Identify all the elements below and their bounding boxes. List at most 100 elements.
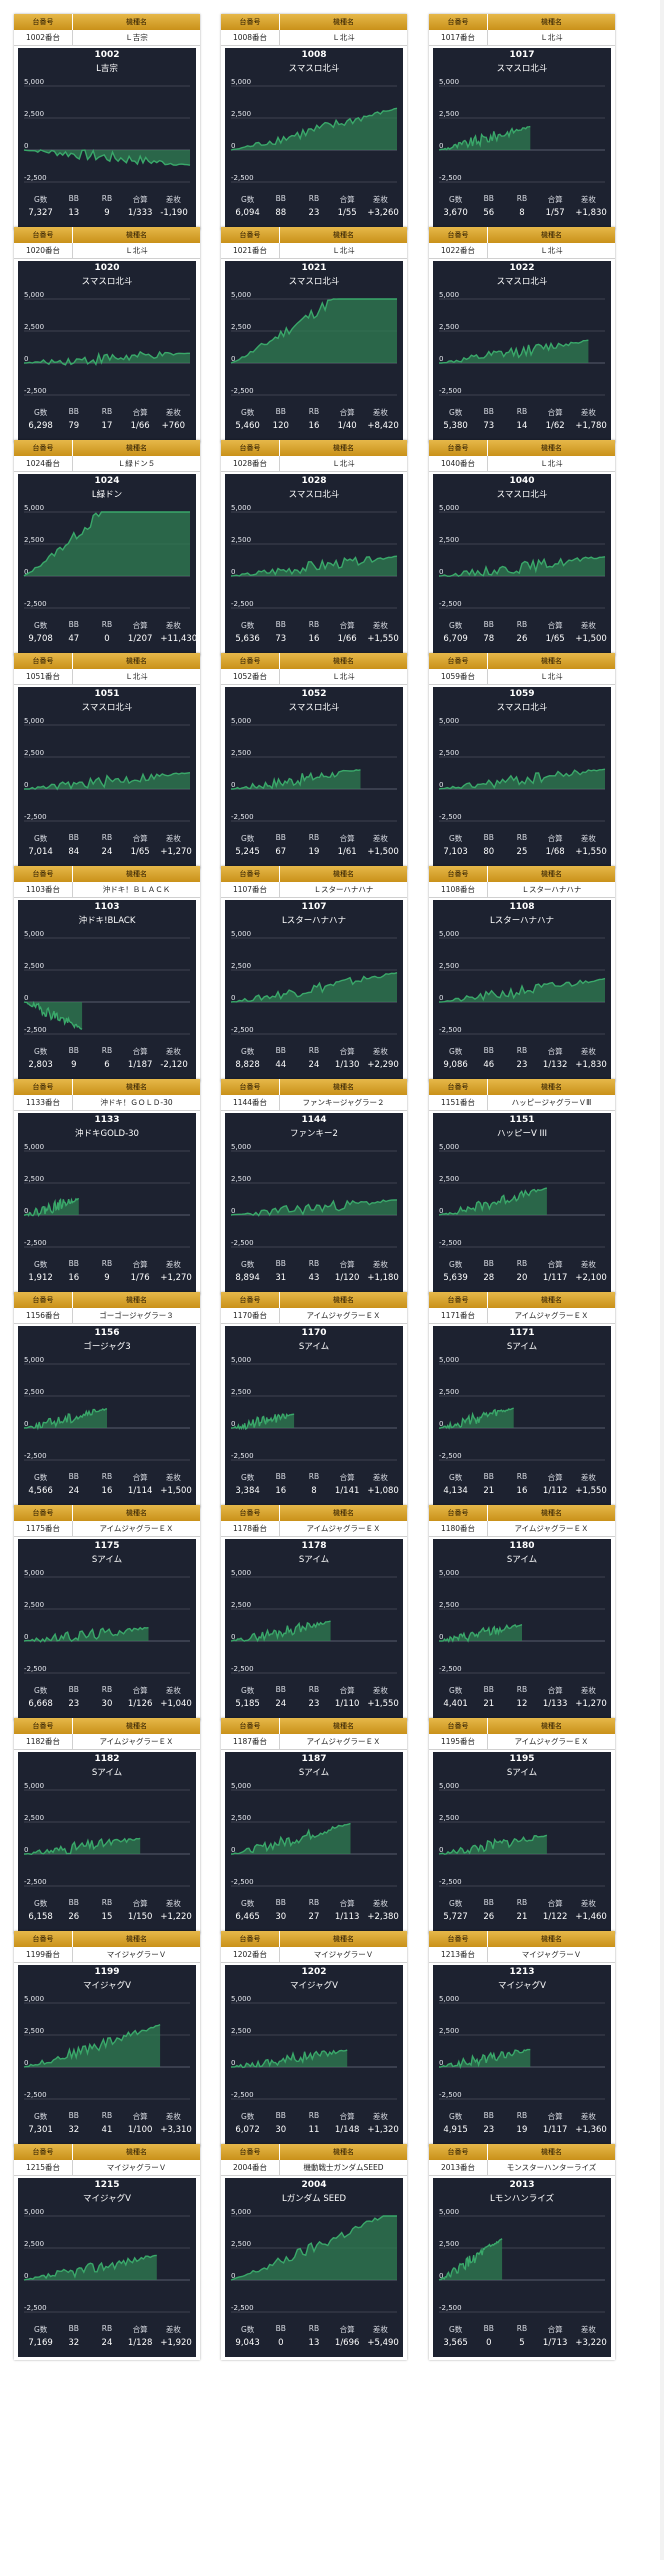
machine-number[interactable]: 1022番台 [429, 243, 488, 258]
graph-panel[interactable]: 1215 マイジャグV 5,000 2,500 0 -2,500 G数 BB RB 合算 差枚 7,1… [18, 2178, 196, 2357]
machine-number[interactable]: 1182番台 [14, 1734, 73, 1749]
machine-name[interactable]: 沖ドキ！ＧＯＬＤ-30 [100, 1098, 173, 1107]
graph-panel[interactable]: 1144 ファンキー2 5,000 2,500 0 -2,500 G数 BB RB 合算 差枚 8,8… [225, 1113, 403, 1292]
machine-card[interactable]: 台番号 機種名 1187番台 アイムジャグラーＥＸ 1187 Sアイム 5,000 2,500… [221, 1718, 407, 1934]
machine-number[interactable]: 1180番台 [429, 1521, 488, 1536]
graph-panel[interactable]: 1171 Sアイム 5,000 2,500 0 -2,500 G数 BB RB 合算 差枚 4,134… [433, 1326, 611, 1505]
graph-panel[interactable]: 1021 スマスロ北斗 5,000 2,500 0 -2,500 G数 BB RB 合算 差枚 5,4… [225, 261, 403, 440]
machine-card[interactable]: 台番号 機種名 1107番台 Ｌスターハナハナ 1107 Lスターハナハナ 5,000 2,5… [221, 866, 407, 1082]
machine-name[interactable]: Ｌ北斗 [332, 672, 355, 681]
scrollbar[interactable] [660, 0, 664, 2560]
machine-name[interactable]: マイジャグラーＶ [106, 1950, 167, 1959]
machine-number[interactable]: 2013番台 [429, 2160, 488, 2175]
machine-name[interactable]: ハッピージャグラーＶⅢ [511, 1098, 592, 1107]
graph-panel[interactable]: 1107 Lスターハナハナ 5,000 2,500 0 -2,500 G数 BB RB 合算 差枚 8… [225, 900, 403, 1079]
machine-number[interactable]: 1151番台 [429, 1095, 488, 1110]
graph-panel[interactable]: 1178 Sアイム 5,000 2,500 0 -2,500 G数 BB RB 合算 差枚 5,185… [225, 1539, 403, 1718]
graph-panel[interactable]: 1103 沖ドキ!BLACK 5,000 2,500 0 -2,500 G数 BB RB 合算 差枚… [18, 900, 196, 1079]
graph-panel[interactable]: 1024 L緑ドン 5,000 2,500 0 -2,500 G数 BB RB 合算 差枚 9,708… [18, 474, 197, 653]
machine-card[interactable]: 台番号 機種名 1040番台 Ｌ北斗 1040 スマスロ北斗 5,000 2,500 0 -2,5… [429, 440, 615, 656]
machine-card[interactable]: 台番号 機種名 1156番台 ゴーゴージャグラー３ 1156 ゴージャグ3 5,000 2,5… [14, 1292, 200, 1508]
machine-card[interactable]: 台番号 機種名 1180番台 アイムジャグラーＥＸ 1180 Sアイム 5,000 2,500… [429, 1505, 615, 1721]
machine-name[interactable]: アイムジャグラーＥＸ [306, 1737, 381, 1746]
machine-card[interactable]: 台番号 機種名 1215番台 マイジャグラーＶ 1215 マイジャグV 5,000 2,500… [14, 2144, 200, 2360]
machine-name[interactable]: アイムジャグラーＥＸ [99, 1737, 174, 1746]
graph-panel[interactable]: 1170 Sアイム 5,000 2,500 0 -2,500 G数 BB RB 合算 差枚 3,384… [225, 1326, 403, 1505]
graph-panel[interactable]: 1059 スマスロ北斗 5,000 2,500 0 -2,500 G数 BB RB 合算 差枚 7,1… [433, 687, 611, 866]
graph-panel[interactable]: 1195 Sアイム 5,000 2,500 0 -2,500 G数 BB RB 合算 差枚 5,727… [433, 1752, 611, 1931]
machine-number[interactable]: 2004番台 [221, 2160, 280, 2175]
machine-number[interactable]: 1187番台 [221, 1734, 280, 1749]
graph-panel[interactable]: 1182 Sアイム 5,000 2,500 0 -2,500 G数 BB RB 合算 差枚 6,158… [18, 1752, 196, 1931]
machine-number[interactable]: 1215番台 [14, 2160, 73, 2175]
machine-name[interactable]: マイジャグラーＶ [521, 1950, 582, 1959]
machine-card[interactable]: 台番号 機種名 1175番台 アイムジャグラーＥＸ 1175 Sアイム 5,000 2,500… [14, 1505, 200, 1721]
machine-name[interactable]: マイジャグラーＶ [313, 1950, 374, 1959]
machine-name[interactable]: ゴーゴージャグラー３ [99, 1311, 174, 1320]
machine-name[interactable]: 沖ドキ！ＢＬＡＣＫ [102, 885, 171, 894]
machine-card[interactable]: 台番号 機種名 1051番台 Ｌ北斗 1051 スマスロ北斗 5,000 2,500 0 -2,5… [14, 653, 200, 869]
machine-name[interactable]: Ｌスターハナハナ [313, 885, 374, 894]
machine-name[interactable]: アイムジャグラーＥＸ [306, 1524, 381, 1533]
machine-number[interactable]: 1171番台 [429, 1308, 488, 1323]
graph-panel[interactable]: 1052 スマスロ北斗 5,000 2,500 0 -2,500 G数 BB RB 合算 差枚 5,2… [225, 687, 403, 866]
machine-card[interactable]: 台番号 機種名 1133番台 沖ドキ！ＧＯＬＤ-30 1133 沖ドキGOLD-30 5,0… [14, 1079, 200, 1295]
machine-number[interactable]: 1144番台 [221, 1095, 280, 1110]
machine-card[interactable]: 台番号 機種名 1182番台 アイムジャグラーＥＸ 1182 Sアイム 5,000 2,500… [14, 1718, 200, 1934]
graph-panel[interactable]: 1156 ゴージャグ3 5,000 2,500 0 -2,500 G数 BB RB 合算 差枚 4,5… [18, 1326, 196, 1505]
machine-card[interactable]: 台番号 機種名 1024番台 Ｌ緑ドン５ 1024 L緑ドン 5,000 2,500 0 -2,5… [14, 440, 200, 656]
graph-panel[interactable]: 1051 スマスロ北斗 5,000 2,500 0 -2,500 G数 BB RB 合算 差枚 7,0… [18, 687, 196, 866]
machine-number[interactable]: 1008番台 [221, 30, 280, 45]
machine-number[interactable]: 1021番台 [221, 243, 280, 258]
graph-panel[interactable]: 1002 L吉宗 5,000 2,500 0 -2,500 G数 BB RB 合算 差枚 7,327 1… [18, 48, 196, 227]
machine-number[interactable]: 1052番台 [221, 669, 280, 684]
machine-number[interactable]: 1178番台 [221, 1521, 280, 1536]
machine-card[interactable]: 台番号 機種名 2013番台 モンスターハンターライズ 2013 Lモンハンライズ 5,00… [429, 2144, 615, 2360]
machine-name[interactable]: アイムジャグラーＥＸ [99, 1524, 174, 1533]
machine-number[interactable]: 1051番台 [14, 669, 73, 684]
machine-name[interactable]: Ｌ北斗 [540, 33, 563, 42]
machine-name[interactable]: Ｌ北斗 [332, 459, 355, 468]
machine-number[interactable]: 1103番台 [14, 882, 73, 897]
machine-number[interactable]: 1020番台 [14, 243, 73, 258]
graph-panel[interactable]: 2013 Lモンハンライズ 5,000 2,500 0 -2,500 G数 BB RB 合算 差枚 3… [433, 2178, 611, 2357]
machine-number[interactable]: 1199番台 [14, 1947, 73, 1962]
machine-card[interactable]: 台番号 機種名 1108番台 Ｌスターハナハナ 1108 Lスターハナハナ 5,000 2,5… [429, 866, 615, 1082]
machine-number[interactable]: 1028番台 [221, 456, 280, 471]
machine-number[interactable]: 1202番台 [221, 1947, 280, 1962]
machine-name[interactable]: Ｌスターハナハナ [521, 885, 582, 894]
graph-panel[interactable]: 1108 Lスターハナハナ 5,000 2,500 0 -2,500 G数 BB RB 合算 差枚 9… [433, 900, 611, 1079]
machine-name[interactable]: Ｌ北斗 [125, 246, 148, 255]
machine-number[interactable]: 1107番台 [221, 882, 280, 897]
machine-card[interactable]: 台番号 機種名 1151番台 ハッピージャグラーＶⅢ 1151 ハッピーV III 5,00… [429, 1079, 615, 1295]
machine-number[interactable]: 1017番台 [429, 30, 488, 45]
graph-panel[interactable]: 1199 マイジャグV 5,000 2,500 0 -2,500 G数 BB RB 合算 差枚 7,3… [18, 1965, 196, 2144]
machine-card[interactable]: 台番号 機種名 1022番台 Ｌ北斗 1022 スマスロ北斗 5,000 2,500 0 -2,5… [429, 227, 615, 443]
machine-name[interactable]: アイムジャグラーＥＸ [514, 1524, 589, 1533]
graph-panel[interactable]: 1020 スマスロ北斗 5,000 2,500 0 -2,500 G数 BB RB 合算 差枚 6,2… [18, 261, 196, 440]
machine-number[interactable]: 1059番台 [429, 669, 488, 684]
machine-card[interactable]: 台番号 機種名 1178番台 アイムジャグラーＥＸ 1178 Sアイム 5,000 2,500… [221, 1505, 407, 1721]
machine-card[interactable]: 台番号 機種名 1213番台 マイジャグラーＶ 1213 マイジャグV 5,000 2,500… [429, 1931, 615, 2147]
machine-name[interactable]: Ｌ緑ドン５ [117, 459, 156, 468]
machine-card[interactable]: 台番号 機種名 1170番台 アイムジャグラーＥＸ 1170 Sアイム 5,000 2,500… [221, 1292, 407, 1508]
machine-card[interactable]: 台番号 機種名 2004番台 機動戦士ガンダムSEED 2004 Lガンダム SEED 5,… [221, 2144, 407, 2360]
graph-panel[interactable]: 1175 Sアイム 5,000 2,500 0 -2,500 G数 BB RB 合算 差枚 6,668… [18, 1539, 196, 1718]
machine-card[interactable]: 台番号 機種名 1103番台 沖ドキ！ＢＬＡＣＫ 1103 沖ドキ!BLACK 5,000 2… [14, 866, 200, 1082]
machine-card[interactable]: 台番号 機種名 1028番台 Ｌ北斗 1028 スマスロ北斗 5,000 2,500 0 -2,5… [221, 440, 407, 656]
graph-panel[interactable]: 1017 スマスロ北斗 5,000 2,500 0 -2,500 G数 BB RB 合算 差枚 3,6… [433, 48, 611, 227]
machine-card[interactable]: 台番号 機種名 1144番台 ファンキージャグラー２ 1144 ファンキー2 5,000 2,… [221, 1079, 407, 1295]
machine-number[interactable]: 1213番台 [429, 1947, 488, 1962]
machine-name[interactable]: 機動戦士ガンダムSEED [303, 2163, 384, 2172]
machine-name[interactable]: Ｌ北斗 [540, 246, 563, 255]
machine-name[interactable]: Ｌ北斗 [332, 246, 355, 255]
machine-number[interactable]: 1133番台 [14, 1095, 73, 1110]
machine-number[interactable]: 1175番台 [14, 1521, 73, 1536]
machine-number[interactable]: 1002番台 [14, 30, 73, 45]
graph-panel[interactable]: 1202 マイジャグV 5,000 2,500 0 -2,500 G数 BB RB 合算 差枚 6,0… [225, 1965, 403, 2144]
machine-name[interactable]: Ｌ北斗 [540, 459, 563, 468]
machine-number[interactable]: 1040番台 [429, 456, 488, 471]
machine-number[interactable]: 1024番台 [14, 456, 73, 471]
machine-number[interactable]: 1108番台 [429, 882, 488, 897]
graph-panel[interactable]: 1133 沖ドキGOLD-30 5,000 2,500 0 -2,500 G数 BB RB 合算 差… [18, 1113, 196, 1292]
